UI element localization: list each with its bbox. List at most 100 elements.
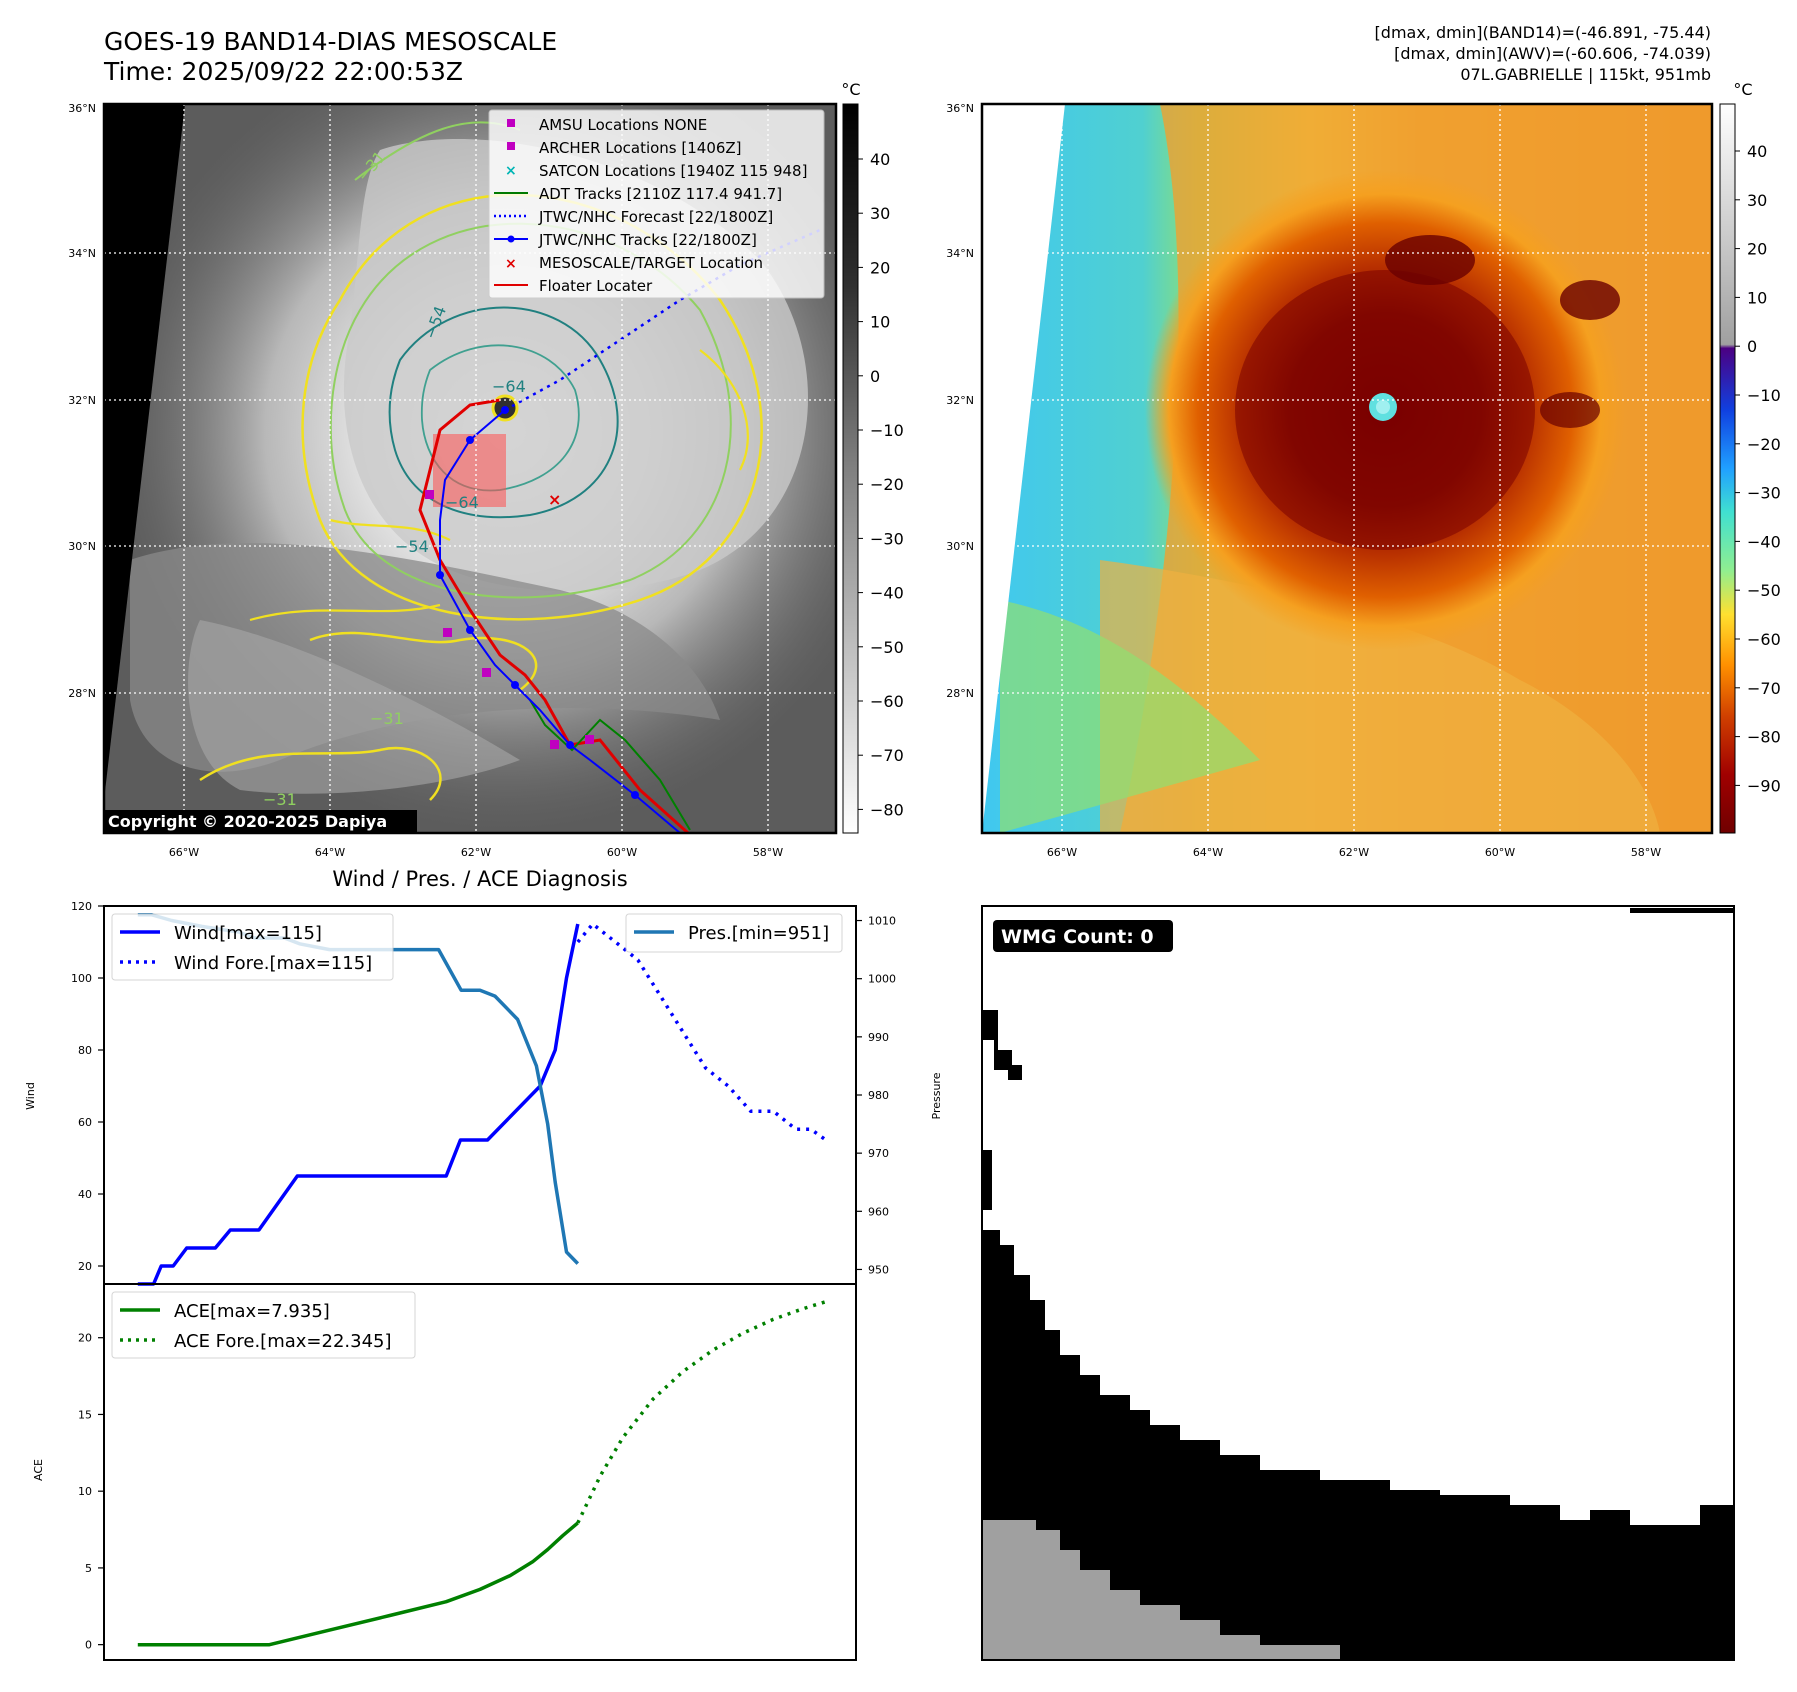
info-line3: 07L.GABRIELLE | 115kt, 951mb <box>1460 65 1711 84</box>
legend-target: MESOSCALE/TARGET Location <box>539 254 763 272</box>
svg-text:×: × <box>505 256 517 272</box>
lat-label: 28°N <box>946 687 974 700</box>
lon-label: 62°W <box>461 846 491 859</box>
lon-label: 64°W <box>1193 846 1223 859</box>
colorbar-tick-label: 0 <box>1747 337 1757 356</box>
wind-legend: Wind[max=115] Wind Fore.[max=115] <box>111 913 394 981</box>
info-line2: [dmax, dmin](AWV)=(-60.606, -74.039) <box>1394 44 1711 63</box>
colorbar-tick-label: −20 <box>870 475 904 494</box>
colorbar-tick-label: 10 <box>870 313 890 332</box>
legend-ace-fore: ACE Fore.[max=22.345] <box>174 1331 392 1352</box>
legend-ace: ACE[max=7.935] <box>174 1301 330 1322</box>
colorbar-tick-label: −80 <box>1747 728 1781 747</box>
contour-label: −64 <box>492 377 526 396</box>
ace-plot: 0 5 10 15 20 <box>78 1300 827 1652</box>
legend-amsu: AMSU Locations NONE <box>539 116 707 134</box>
colorbar-tick-label: 20 <box>1747 240 1767 259</box>
colorbar-tick-label: −90 <box>1747 776 1781 795</box>
legend-wind-fore: Wind Fore.[max=115] <box>174 953 372 974</box>
colorbar-tick-label: −30 <box>870 529 904 548</box>
series-wind-fore <box>576 922 827 1142</box>
lon-label: 60°W <box>1485 846 1515 859</box>
y2-tick-label: 980 <box>868 1089 889 1102</box>
wmg-panel: WMG Count: 0 <box>981 905 1735 1661</box>
lon-label: 66°W <box>1047 846 1077 859</box>
colorbar-tick-label: −50 <box>870 638 904 657</box>
y-tick-label: 10 <box>78 1485 92 1498</box>
lon-label: 58°W <box>1631 846 1661 859</box>
colorbar-tick-label: 40 <box>870 150 890 169</box>
legend-forecast: JTWC/NHC Forecast [22/1800Z] <box>538 208 773 226</box>
colorbar-unit: °C <box>841 80 860 99</box>
colorbar-tick-label: 20 <box>870 258 890 277</box>
lat-label: 28°N <box>68 687 96 700</box>
y-tick-label: 20 <box>78 1260 92 1273</box>
y-tick-label: 15 <box>78 1408 92 1421</box>
y2-tick-label: 950 <box>868 1263 889 1276</box>
y-tick-label: 100 <box>71 972 92 985</box>
lon-label: 58°W <box>753 846 783 859</box>
colorbar-tick-label: −20 <box>1747 435 1781 454</box>
legend-archer: ARCHER Locations [1406Z] <box>539 139 742 157</box>
legend-satcon: SATCON Locations [1940Z 115 948] <box>539 162 807 180</box>
y-tick-label: 40 <box>78 1188 92 1201</box>
color-ir-map: 36°N 34°N 32°N 30°N 28°N 66°W 64°W 62°W … <box>946 80 1781 859</box>
contour-label: −31 <box>370 709 404 728</box>
svg-text:×: × <box>505 163 517 179</box>
y-tick-label: 5 <box>85 1562 92 1575</box>
colorbar-tick-label: −60 <box>1747 630 1781 649</box>
colorbar-tick-label: −70 <box>870 746 904 765</box>
colorbar-tick-label: −10 <box>870 421 904 440</box>
lat-label: 30°N <box>68 540 96 553</box>
lat-label: 30°N <box>946 540 974 553</box>
y-tick-label: 0 <box>85 1639 92 1652</box>
y2-tick-label: 1000 <box>868 973 896 986</box>
colorbar-tick-label: −40 <box>1747 532 1781 551</box>
figure-title-line1: GOES-19 BAND14-DIAS MESOSCALE <box>104 27 557 56</box>
legend-tracks: JTWC/NHC Tracks [22/1800Z] <box>538 231 757 249</box>
wind-pressure-plot: 20 40 60 80 100 120 950 960 970 980 990 1000 1010 <box>71 900 896 1286</box>
info-line1: [dmax, dmin](BAND14)=(-46.891, -75.44) <box>1375 23 1711 42</box>
y2-tick-label: 1010 <box>868 915 896 928</box>
wmg-count-badge: WMG Count: 0 <box>1001 926 1154 948</box>
colorbar-tick-label: 10 <box>1747 288 1767 307</box>
lat-label: 36°N <box>68 102 96 115</box>
y2-tick-label: 960 <box>868 1205 889 1218</box>
series-wind <box>137 923 580 1286</box>
lon-label: 62°W <box>1339 846 1369 859</box>
legend-wind: Wind[max=115] <box>174 923 322 944</box>
colorbar-tick-label: −10 <box>1747 386 1781 405</box>
y-tick-label: 80 <box>78 1044 92 1057</box>
colorbar-tick-label: −80 <box>870 800 904 819</box>
ace-legend: ACE[max=7.935] ACE Fore.[max=22.345] <box>111 1291 416 1359</box>
colorbar-tick-label: −30 <box>1747 484 1781 503</box>
colorbar-tick-label: −60 <box>870 692 904 711</box>
figure-title-line2: Time: 2025/09/22 22:00:53Z <box>103 57 463 86</box>
colorbar-tick-label: 30 <box>1747 191 1767 210</box>
ir-colorbar: °C 40 30 20 10 0 −10 −20 −30 −40 −50 −60 −70 −80 <box>841 80 904 834</box>
map-legend: AMSU Locations NONE ARCHER Locations [14… <box>488 109 825 299</box>
lon-label: 64°W <box>315 846 345 859</box>
series-ace-fore <box>576 1300 827 1524</box>
lat-label: 32°N <box>946 394 974 407</box>
colorbar-tick-label: 30 <box>870 204 890 223</box>
ace-ylabel: ACE <box>32 1459 45 1481</box>
contour-label: −64 <box>445 493 479 512</box>
color-colorbar: °C 40 30 20 10 0 −10 −20 −30 −40 −50 −60 −70 −80 −90 <box>1719 80 1781 834</box>
pres-legend: Pres.[min=951] <box>625 913 843 953</box>
colorbar-tick-label: 40 <box>1747 142 1767 161</box>
legend-pres: Pres.[min=951] <box>688 923 829 944</box>
series-ace <box>137 1521 579 1647</box>
y2-tick-label: 970 <box>868 1147 889 1160</box>
lat-label: 34°N <box>946 247 974 260</box>
colorbar-unit: °C <box>1733 80 1752 99</box>
lat-label: 34°N <box>68 247 96 260</box>
colorbar-tick-label: −50 <box>1747 581 1781 600</box>
lon-label: 60°W <box>607 846 637 859</box>
copyright-text: Copyright © 2020-2025 Dapiya <box>108 812 387 831</box>
legend-floater: Floater Locater <box>539 277 653 295</box>
diagnosis-title: Wind / Pres. / ACE Diagnosis <box>332 867 627 891</box>
y-tick-label: 60 <box>78 1116 92 1129</box>
colorbar-tick-label: −70 <box>1747 679 1781 698</box>
